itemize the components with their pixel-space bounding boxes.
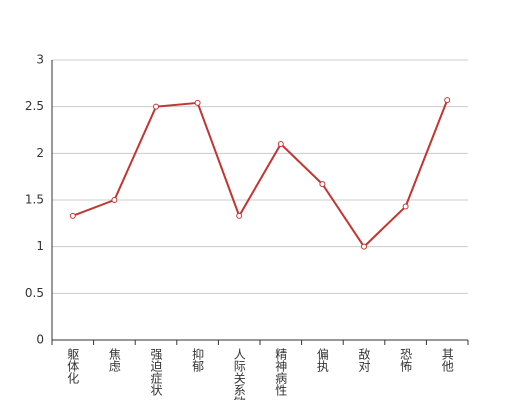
y-tick-label: 0 (36, 333, 44, 347)
x-tick-label: 其他 (440, 348, 454, 372)
y-tick-label: 1 (36, 239, 44, 253)
y-tick-label: 3 (36, 53, 44, 67)
x-tick-label: 精神病性 (274, 348, 288, 397)
point (153, 103, 159, 110)
x-tick-label: 强迫症状 (149, 348, 163, 396)
point (236, 212, 243, 219)
y-tick-label: 0.5 (25, 286, 44, 300)
point (319, 181, 326, 188)
point (69, 212, 76, 219)
point (361, 243, 367, 250)
x-tick-label: 焦虑 (107, 348, 121, 372)
point (444, 97, 451, 104)
x-tick-label: 恐怖 (399, 348, 413, 372)
x-tick-label: 躯体化 (66, 347, 80, 385)
x-tick-label: 敌对 (357, 347, 371, 372)
y-tick-label: 1.5 (25, 193, 44, 207)
y-tick-label: 2.5 (25, 99, 44, 113)
point (277, 141, 284, 147)
y-tick-label: 2 (36, 146, 44, 160)
x-tick-label: 偏执 (315, 347, 329, 373)
point (194, 99, 201, 106)
point (402, 203, 409, 210)
x-tick-label: 人际关系敏感 (232, 348, 246, 400)
line (72, 99, 449, 249)
point (111, 197, 118, 203)
x-tick-label: 抑郁 (191, 347, 205, 373)
